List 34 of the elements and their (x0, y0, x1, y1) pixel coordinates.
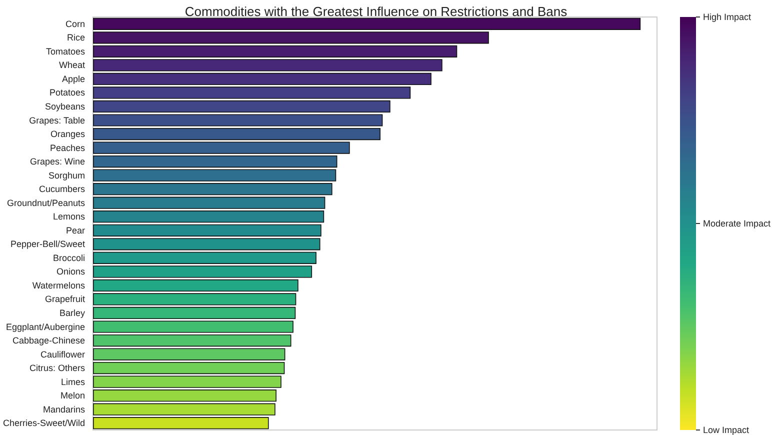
y-tick-label: Grapes: Table (29, 115, 86, 126)
y-tick-label: Watermelons (32, 280, 86, 290)
y-tick-label: Wheat (59, 60, 86, 70)
y-tick-label: Cauliflower (40, 349, 86, 360)
y-tick-label: Pepper-Bell/Sweet (10, 239, 86, 250)
y-tick-label: Groundnut/Peanuts (6, 198, 86, 208)
chart-title: Commodities with the Greatest Influence on Restrictions and Bans (184, 4, 568, 19)
y-tick-label: Eggplant/Aubergine (6, 322, 86, 332)
color-bar-label: Low Impact (703, 425, 750, 435)
y-tick-label: Sorghum (48, 170, 86, 180)
y-tick-label: Melon (60, 390, 86, 401)
y-tick-label: Rice (67, 32, 86, 43)
y-tick-label: Tomatoes (46, 46, 86, 56)
y-tick-label: Apple (62, 74, 86, 84)
y-tick-label: Broccoli (53, 252, 86, 263)
y-tick-label: Oranges (50, 129, 86, 140)
color-bar-label: Moderate Impact (703, 218, 772, 228)
y-tick-label: Cherries-Sweet/Wild (2, 418, 86, 428)
y-tick-label: Onions (56, 266, 86, 277)
y-tick-label: Citrus: Others (30, 363, 86, 374)
y-tick-label: Grapes: Wine (30, 156, 86, 167)
y-tick-label: Lemons (52, 212, 86, 222)
color-bar-label: High Impact (703, 12, 752, 22)
y-tick-label: Cucumbers (39, 184, 86, 194)
y-tick-label: Grapefruit (44, 294, 86, 304)
y-tick-label: Pear (66, 225, 86, 236)
y-tick-label: Cabbage-Chinese (12, 336, 86, 346)
y-tick-label: Soybeans (44, 101, 86, 112)
y-tick-label: Barley (60, 308, 86, 318)
y-tick-label: Limes (61, 376, 86, 387)
y-tick-label: Potatoes (49, 88, 86, 98)
y-tick-label: Peaches (50, 142, 86, 153)
y-tick-label: Corn (66, 18, 86, 29)
y-tick-label: Mandarins (42, 404, 86, 414)
